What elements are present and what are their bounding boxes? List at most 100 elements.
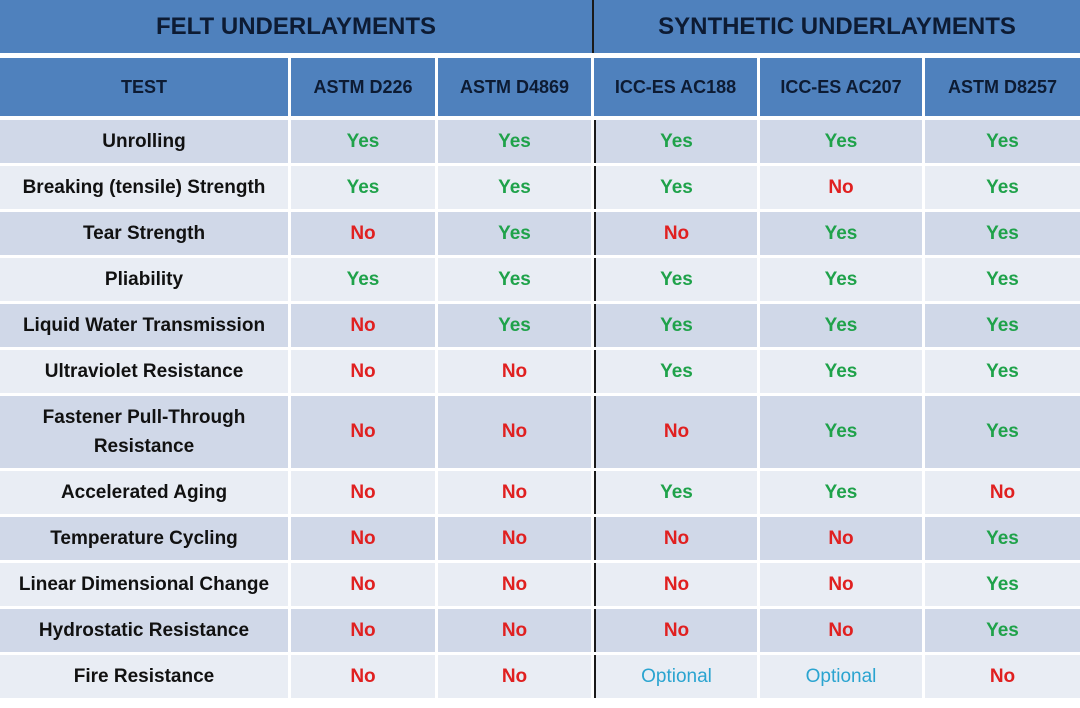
test-name-cell: Liquid Water Transmission bbox=[0, 304, 291, 347]
result-cell: No bbox=[760, 563, 925, 606]
result-cell: Yes bbox=[925, 517, 1080, 560]
result-cell: Yes bbox=[594, 258, 760, 301]
result-cell: Yes bbox=[760, 396, 925, 468]
test-name-cell: Linear Dimensional Change bbox=[0, 563, 291, 606]
result-value: No bbox=[501, 527, 528, 549]
result-cell: No bbox=[438, 655, 594, 698]
table-row: Linear Dimensional Change No No No No Yes bbox=[0, 563, 1080, 609]
result-cell: No bbox=[594, 396, 760, 468]
test-name-cell: Temperature Cycling bbox=[0, 517, 291, 560]
result-cell: No bbox=[291, 563, 438, 606]
table-row: Breaking (tensile) Strength Yes Yes Yes No Ye… bbox=[0, 166, 1080, 212]
result-cell: No bbox=[291, 609, 438, 652]
result-value: Yes bbox=[824, 268, 858, 290]
result-value: Yes bbox=[498, 176, 531, 198]
test-name-cell: Fastener Pull-Through Resistance bbox=[0, 396, 291, 468]
result-value: No bbox=[663, 619, 690, 641]
result-cell: No bbox=[594, 609, 760, 652]
result-value: Yes bbox=[498, 222, 531, 244]
result-cell: Yes bbox=[291, 120, 438, 163]
result-cell: Yes bbox=[291, 166, 438, 209]
result-value: Yes bbox=[660, 360, 693, 382]
test-name-cell: Unrolling bbox=[0, 120, 291, 163]
result-value: No bbox=[350, 619, 376, 641]
result-cell: Yes bbox=[438, 304, 594, 347]
table-row: Temperature Cycling No No No No Yes bbox=[0, 517, 1080, 563]
result-value: Yes bbox=[986, 268, 1019, 290]
test-name-cell: Ultraviolet Resistance bbox=[0, 350, 291, 393]
result-cell: No bbox=[594, 517, 760, 560]
result-value: No bbox=[663, 421, 690, 442]
result-value: Yes bbox=[986, 619, 1019, 641]
result-value: Yes bbox=[986, 314, 1019, 336]
result-value: Yes bbox=[824, 314, 858, 336]
result-value: Optional bbox=[641, 665, 712, 687]
result-cell: Yes bbox=[438, 120, 594, 163]
result-value: Yes bbox=[986, 573, 1019, 595]
result-cell: No bbox=[291, 396, 438, 468]
result-value: No bbox=[663, 222, 690, 244]
result-value: No bbox=[350, 665, 376, 687]
result-cell: No bbox=[291, 350, 438, 393]
result-cell: Yes bbox=[760, 471, 925, 514]
result-cell: Yes bbox=[925, 350, 1080, 393]
result-value: Yes bbox=[660, 314, 693, 336]
table-row: Pliability Yes Yes Yes Yes Yes bbox=[0, 258, 1080, 304]
column-header-test: TEST bbox=[0, 58, 291, 116]
result-value: Yes bbox=[986, 360, 1019, 382]
table-body: Unrolling Yes Yes Yes Yes Yes Breaking (tensil… bbox=[0, 120, 1080, 701]
result-cell: No bbox=[925, 471, 1080, 514]
result-cell: No bbox=[438, 350, 594, 393]
result-cell: Yes bbox=[291, 258, 438, 301]
result-value: Yes bbox=[346, 130, 380, 152]
table-row: Unrolling Yes Yes Yes Yes Yes bbox=[0, 120, 1080, 166]
result-value: Yes bbox=[824, 360, 858, 382]
result-cell: No bbox=[925, 655, 1080, 698]
result-cell: No bbox=[291, 304, 438, 347]
result-value: Yes bbox=[824, 421, 858, 442]
result-cell: Yes bbox=[760, 120, 925, 163]
result-value: No bbox=[350, 481, 376, 503]
result-value: No bbox=[350, 573, 376, 595]
column-header-astm-d226: ASTM D226 bbox=[291, 58, 438, 116]
result-cell: No bbox=[291, 517, 438, 560]
result-value: No bbox=[828, 619, 854, 641]
result-cell: No bbox=[760, 517, 925, 560]
result-cell: Yes bbox=[925, 304, 1080, 347]
result-value: Optional bbox=[805, 665, 877, 687]
group-header-synthetic: SYNTHETIC UNDERLAYMENTS bbox=[594, 0, 1080, 53]
result-value: Yes bbox=[824, 130, 858, 152]
result-cell: Yes bbox=[594, 304, 760, 347]
result-cell: Yes bbox=[925, 396, 1080, 468]
result-cell: No bbox=[760, 166, 925, 209]
result-cell: Yes bbox=[925, 258, 1080, 301]
result-cell: Yes bbox=[594, 350, 760, 393]
result-cell: No bbox=[438, 517, 594, 560]
result-value: Yes bbox=[824, 481, 858, 503]
result-cell: No bbox=[291, 471, 438, 514]
result-value: No bbox=[350, 222, 376, 244]
result-cell: Optional bbox=[594, 655, 760, 698]
result-cell: Yes bbox=[594, 120, 760, 163]
result-cell: Yes bbox=[594, 471, 760, 514]
result-cell: Optional bbox=[760, 655, 925, 698]
result-cell: No bbox=[438, 563, 594, 606]
test-name-cell: Breaking (tensile) Strength bbox=[0, 166, 291, 209]
column-header-row: TEST ASTM D226 ASTM D4869 ICC-ES AC188 I… bbox=[0, 58, 1080, 116]
result-cell: Yes bbox=[760, 212, 925, 255]
table-row: Accelerated Aging No No Yes Yes No bbox=[0, 471, 1080, 517]
table-row: Fire Resistance No No Optional Optional No bbox=[0, 655, 1080, 701]
result-value: Yes bbox=[660, 268, 693, 290]
result-value: No bbox=[828, 176, 854, 198]
result-value: No bbox=[350, 527, 376, 549]
result-value: Yes bbox=[660, 176, 693, 198]
result-value: Yes bbox=[660, 130, 693, 152]
result-value: Yes bbox=[346, 268, 380, 290]
column-header-icc-es-ac188: ICC-ES AC188 bbox=[594, 58, 760, 116]
result-cell: No bbox=[760, 609, 925, 652]
result-value: Yes bbox=[986, 421, 1019, 442]
result-cell: Yes bbox=[438, 258, 594, 301]
result-value: Yes bbox=[498, 314, 531, 336]
result-cell: Yes bbox=[925, 166, 1080, 209]
